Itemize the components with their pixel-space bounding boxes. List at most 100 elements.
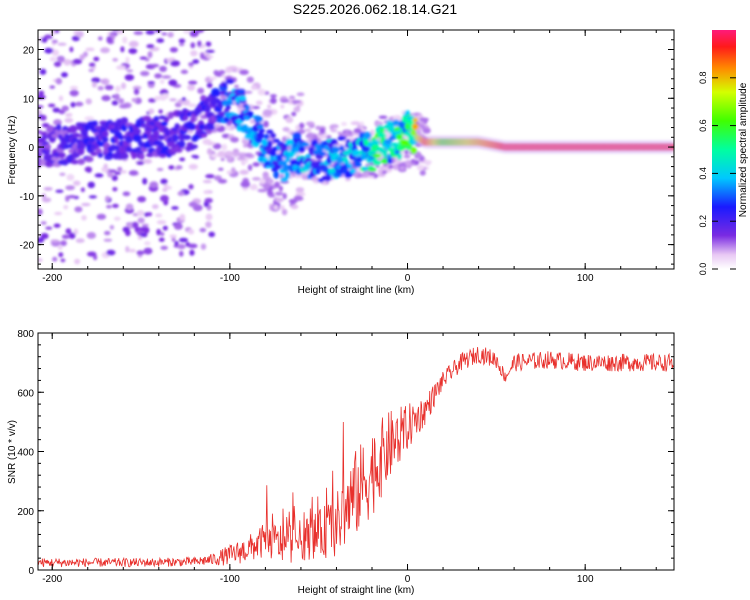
heat-ridge-blob [273, 171, 280, 179]
heat-noise-blob [180, 69, 189, 74]
heat-ridge-blob [213, 91, 221, 97]
heat-noise-blob [85, 47, 95, 52]
heat-ridge-blob [256, 124, 264, 129]
heat-noise-blob [252, 162, 260, 167]
heat-noise-blob [213, 70, 219, 75]
heat-noise-blob [101, 95, 111, 102]
heat-noise-blob [329, 124, 334, 130]
heat-ridge-blob [272, 138, 280, 143]
heat-noise-blob [117, 166, 123, 172]
heat-noise-blob [294, 174, 301, 179]
heat-noise-blob [93, 56, 100, 62]
heat-ridge-blob [343, 159, 350, 165]
heat-noise-blob [63, 59, 71, 66]
heat-noise-blob [107, 172, 114, 178]
heat-noise-blob [269, 97, 277, 104]
heat-noise-blob [202, 179, 212, 184]
heat-noise-blob [112, 57, 119, 62]
colorbar-tick-label: 0.4 [698, 167, 708, 180]
heat-noise-blob [84, 116, 95, 121]
heat-noise-blob [94, 173, 104, 178]
heat-ridge-blob [406, 119, 415, 125]
heat-ridge-blob [387, 158, 393, 164]
heat-noise-blob [403, 154, 411, 159]
heat-ridge-blob [410, 146, 418, 155]
chart-title: S225.2026.062.18.14.G21 [293, 1, 457, 17]
heat-ridge-blob [305, 157, 312, 163]
heat-noise-blob [291, 111, 297, 117]
heat-noise-blob [230, 136, 239, 143]
heat-noise-blob [103, 238, 113, 242]
heat-noise-blob [163, 182, 169, 189]
heat-noise-blob [61, 234, 71, 240]
heat-noise-blob [139, 56, 148, 60]
heat-noise-blob [69, 46, 74, 53]
heat-noise-blob [120, 82, 127, 90]
heat-ridge-blob [201, 133, 208, 138]
heat-noise-blob [51, 49, 60, 57]
heat-ridge-blob [337, 135, 347, 141]
heat-ridge-blob [267, 140, 273, 148]
heat-noise-blob [212, 143, 222, 150]
heat-noise-blob [160, 245, 168, 250]
heat-noise-blob [116, 30, 124, 35]
heat-noise-blob [147, 81, 155, 85]
heat-noise-blob [236, 157, 247, 161]
heat-ridge-blob [145, 130, 152, 135]
heat-ridge-blob [167, 111, 174, 120]
heat-noise-blob [156, 167, 164, 172]
heat-noise-blob [38, 257, 43, 263]
heat-noise-blob [247, 164, 253, 171]
heat-noise-blob [53, 61, 62, 67]
heat-noise-blob [350, 121, 361, 126]
heat-noise-blob [377, 168, 383, 175]
heat-noise-blob [72, 58, 83, 65]
heat-noise-blob [171, 24, 179, 30]
snr-x-axis-label: Height of straight line (km) [298, 585, 415, 596]
heat-noise-blob [221, 74, 226, 78]
heat-ridge-blob [187, 123, 196, 130]
heat-ridge-blob [286, 139, 295, 146]
heat-ridge-blob [395, 133, 403, 140]
heat-noise-blob [132, 85, 142, 90]
heat-noise-blob [151, 204, 159, 210]
snr-y-axis-label: SNR (10 * v/v) [7, 420, 18, 484]
heat-noise-blob [209, 76, 218, 80]
heat-noise-blob [266, 179, 274, 185]
heat-noise-blob [280, 99, 290, 103]
heat-noise-blob [306, 132, 315, 138]
heat-noise-blob [55, 189, 64, 193]
heat-noise-blob [296, 92, 305, 97]
heat-ridge-blob [226, 100, 234, 106]
heat-noise-blob [147, 51, 153, 59]
heat-noise-blob [154, 95, 161, 101]
heat-noise-blob [59, 172, 66, 176]
heat-noise-blob [86, 251, 97, 257]
heat-noise-blob [236, 152, 247, 156]
heat-noise-blob [45, 226, 53, 230]
heat-noise-blob [128, 170, 139, 176]
heat-ridge-blob [256, 131, 265, 140]
heat-ridge-blob [84, 156, 94, 163]
heat-noise-blob [128, 40, 139, 48]
heat-noise-blob [162, 225, 168, 231]
heat-noise-blob [105, 195, 110, 202]
heat-noise-blob [188, 201, 198, 208]
heat-ridge-blob [254, 115, 263, 123]
heat-noise-blob [80, 187, 85, 193]
snr-y-tick-label: 400 [17, 448, 34, 459]
heat-noise-blob [267, 104, 272, 109]
spectrogram-x-tick-label: -100 [220, 273, 240, 284]
heat-noise-blob [257, 188, 268, 193]
heat-ridge-blob [388, 123, 395, 129]
heat-noise-blob [53, 223, 61, 228]
heat-noise-blob [73, 180, 81, 186]
heat-noise-blob [139, 232, 148, 238]
heat-noise-blob [363, 171, 369, 178]
heat-noise-blob [142, 177, 148, 185]
heat-ridge-blob [181, 115, 189, 121]
heat-ridge-blob [131, 151, 137, 160]
heat-noise-blob [301, 174, 308, 180]
heat-ridge-blob [145, 152, 154, 158]
heat-noise-blob [160, 178, 168, 185]
